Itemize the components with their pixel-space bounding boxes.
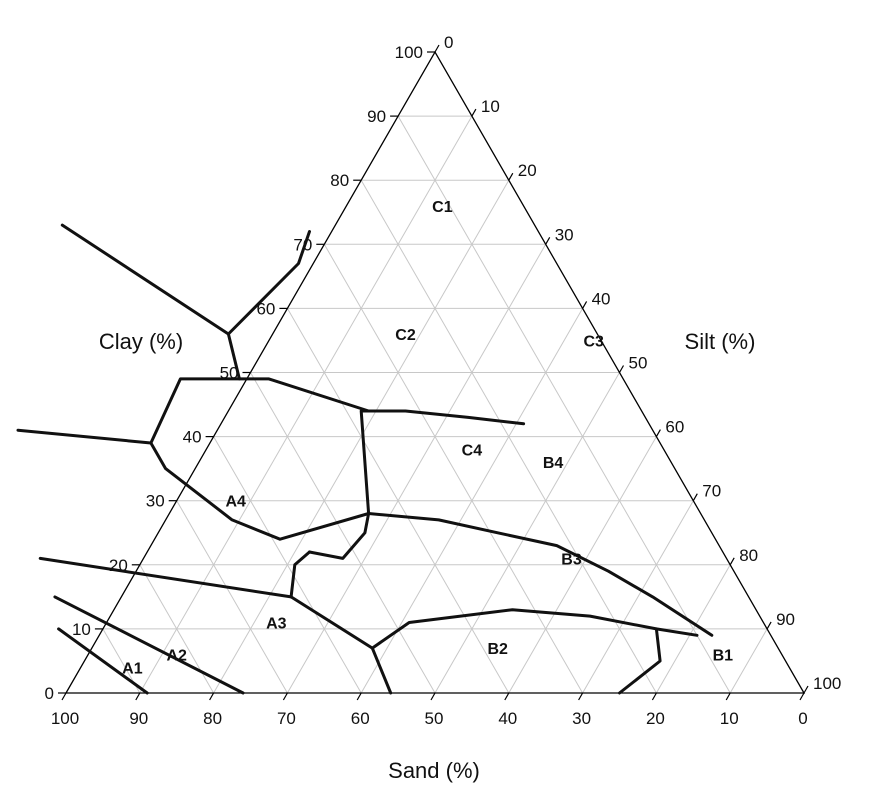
grid-line-silt-50: [434, 372, 620, 694]
tick-label-clay-0: 0: [45, 684, 54, 703]
tick-label-silt-5: 50: [629, 354, 648, 373]
boundary-line-9: [149, 377, 371, 541]
tick-label-clay-7: 70: [293, 235, 312, 254]
zone-boundaries: [16, 223, 714, 695]
tick-sand-5: [430, 692, 436, 701]
grid-line-sand-60: [213, 436, 362, 694]
tick-silt-1: [471, 108, 477, 117]
tick-label-clay-6: 60: [256, 299, 275, 318]
tick-label-sand-2: 80: [203, 709, 222, 728]
tick-label-silt-0: 0: [444, 33, 453, 52]
tick-sand-2: [209, 692, 215, 701]
boundary-line-6: [618, 627, 662, 695]
tick-label-silt-7: 70: [702, 482, 721, 501]
boundary-line-7: [308, 512, 714, 637]
grid-line-silt-70: [582, 500, 694, 694]
tick-silt-8: [729, 557, 735, 566]
tick-label-silt-3: 30: [555, 225, 574, 244]
zone-label-c1: C1: [432, 199, 453, 216]
tick-sand-0: [61, 692, 67, 701]
tick-sand-7: [578, 692, 584, 701]
grid-line-silt-60: [508, 436, 657, 694]
tick-labels: 1000090101080202070303060404050505040606…: [45, 33, 842, 728]
boundary-line-12: [60, 223, 230, 336]
tick-silt-4: [582, 301, 588, 309]
tick-label-sand-7: 30: [572, 709, 591, 728]
tick-label-sand-8: 20: [646, 709, 665, 728]
tick-label-sand-5: 50: [425, 709, 444, 728]
tick-label-silt-2: 20: [518, 161, 537, 180]
zone-labels: A1 A2 A3 A4 B1 B2 B3 B4 C1 C2 C3 C4: [122, 199, 733, 678]
tick-sand-8: [651, 692, 657, 701]
zone-label-c4: C4: [462, 442, 483, 459]
silt-axis-label: Silt (%): [685, 329, 756, 354]
clay-axis-label: Clay (%): [99, 329, 183, 354]
grid-line-sand-70: [176, 500, 288, 694]
tick-label-silt-9: 90: [776, 610, 795, 629]
tick-label-clay-4: 40: [183, 428, 202, 447]
tick-sand-9: [725, 692, 731, 701]
tick-label-silt-6: 60: [665, 418, 684, 437]
grid-line-silt-10: [139, 115, 473, 694]
boundary-line-3: [38, 556, 393, 695]
axis-ticks: [58, 44, 809, 701]
tick-label-sand-6: 40: [498, 709, 517, 728]
tick-label-sand-10: 0: [798, 709, 807, 728]
tick-label-sand-3: 70: [277, 709, 296, 728]
zone-label-b3: B3: [561, 551, 582, 568]
tick-silt-2: [508, 172, 514, 181]
zone-label-c2: C2: [395, 327, 416, 344]
tick-label-clay-9: 90: [367, 107, 386, 126]
boundary-line-5: [370, 608, 699, 650]
tick-label-sand-4: 60: [351, 709, 370, 728]
tick-silt-6: [655, 429, 661, 437]
tick-label-clay-5: 50: [220, 364, 239, 383]
tick-sand-3: [282, 692, 288, 701]
tick-label-clay-10: 100: [395, 43, 423, 62]
tick-silt-3: [545, 237, 551, 245]
zone-label-a2: A2: [166, 648, 187, 665]
tick-sand-10: [799, 692, 805, 701]
zone-label-a3: A3: [266, 616, 287, 633]
grid-line-sand-30: [323, 244, 584, 694]
tick-label-silt-1: 10: [481, 97, 500, 116]
grid-line-sand-10: [397, 115, 731, 694]
tick-label-sand-9: 10: [720, 709, 739, 728]
tick-label-sand-0: 100: [51, 709, 79, 728]
tick-label-clay-8: 80: [330, 171, 349, 190]
sand-axis-label: Sand (%): [388, 758, 480, 783]
boundary-line-8: [359, 409, 526, 515]
zone-label-b4: B4: [543, 455, 564, 472]
zone-label-b1: B1: [713, 648, 734, 665]
tick-label-clay-3: 30: [146, 492, 165, 511]
zone-label-a4: A4: [225, 494, 246, 511]
tick-silt-10: [803, 685, 809, 694]
tick-label-silt-8: 80: [739, 546, 758, 565]
tick-sand-6: [504, 692, 510, 701]
tick-sand-4: [356, 692, 362, 701]
tick-silt-7: [692, 493, 698, 501]
tick-silt-9: [766, 621, 772, 630]
zone-label-b2: B2: [487, 641, 508, 658]
boundary-line-2: [53, 595, 245, 695]
tick-label-silt-10: 100: [813, 674, 841, 693]
boundary-line-11: [226, 230, 311, 381]
tick-label-silt-4: 40: [592, 289, 611, 308]
tick-silt-0: [434, 44, 440, 53]
grid-line-silt-90: [729, 628, 768, 694]
zone-label-a1: A1: [122, 660, 143, 677]
tick-silt-5: [618, 365, 625, 373]
boundary-line-1: [57, 627, 149, 695]
boundary-line-4: [289, 550, 311, 599]
boundary-line-10: [16, 428, 153, 445]
grid-line-silt-80: [655, 564, 731, 694]
grid-line-silt-30: [286, 244, 547, 694]
tick-label-sand-1: 90: [129, 709, 148, 728]
grid-line-sand-50: [250, 372, 436, 694]
zone-label-c3: C3: [583, 333, 604, 350]
tick-label-clay-2: 20: [109, 556, 128, 575]
tick-sand-1: [135, 692, 141, 701]
tick-label-clay-1: 10: [72, 620, 91, 639]
